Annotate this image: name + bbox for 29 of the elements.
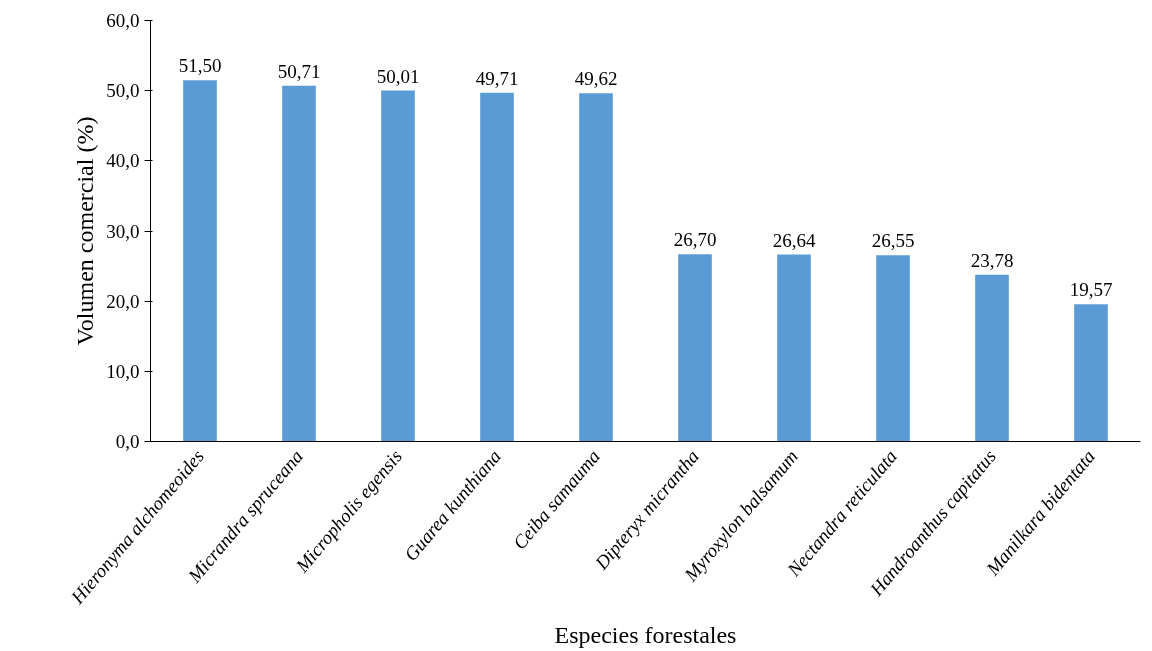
- y-tick-label: 20,0: [106, 290, 140, 312]
- y-tick-label: 50,0: [106, 80, 140, 102]
- bar: [777, 254, 811, 442]
- data-label: 19,57: [1069, 279, 1113, 301]
- data-label: 49,62: [574, 68, 618, 90]
- data-label: 50,71: [277, 60, 321, 82]
- bar: [183, 80, 217, 442]
- bar: [876, 255, 910, 442]
- bar: [1074, 304, 1108, 442]
- bar: [678, 254, 712, 442]
- y-tick-label: 60,0: [106, 10, 140, 31]
- bar: [975, 274, 1009, 442]
- bar: [480, 92, 514, 442]
- data-label: 49,71: [475, 67, 519, 89]
- y-tick-label: 30,0: [106, 220, 140, 242]
- data-label: 26,64: [772, 229, 816, 251]
- data-label: 26,70: [673, 229, 717, 251]
- data-label: 50,01: [376, 65, 420, 87]
- y-tick-label: 10,0: [106, 360, 140, 382]
- bar: [282, 85, 316, 442]
- y-tick-label: 40,0: [106, 150, 140, 172]
- data-label: 26,55: [871, 230, 915, 252]
- y-tick-label: 0,0: [115, 431, 140, 452]
- data-label: 23,78: [970, 249, 1014, 271]
- y-axis-title: Volumen comercial (%): [72, 116, 99, 346]
- data-label: 51,50: [178, 55, 222, 77]
- bar: [579, 93, 613, 442]
- x-axis-title: Especies forestales: [554, 622, 737, 649]
- bar: [381, 90, 415, 442]
